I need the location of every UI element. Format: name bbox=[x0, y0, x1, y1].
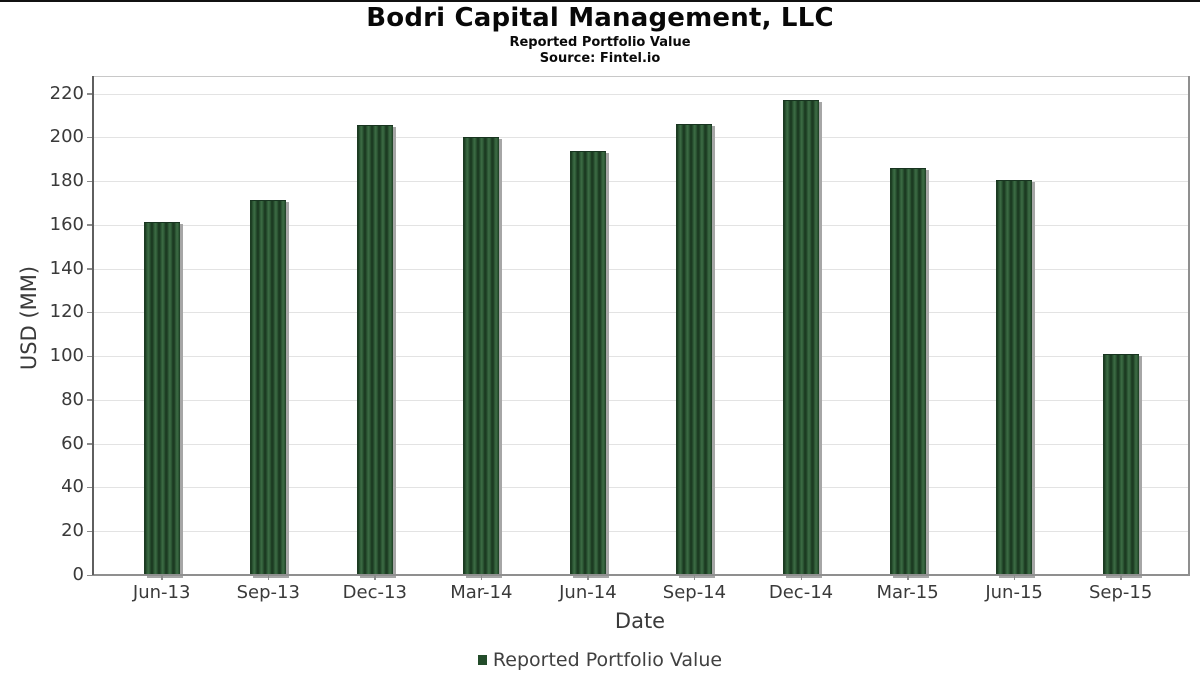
x-tickmark bbox=[161, 575, 163, 580]
bar-dec-14 bbox=[783, 99, 819, 576]
x-axis-label: Date bbox=[614, 609, 666, 633]
top-border-line bbox=[0, 0, 1200, 2]
bar-jun-14 bbox=[569, 150, 606, 576]
bar-sep-15 bbox=[1102, 354, 1139, 576]
x-tick-label: Jun-13 bbox=[132, 582, 191, 603]
y-tick-label: 60 bbox=[61, 432, 84, 454]
y-gridline bbox=[92, 93, 1189, 95]
y-tick-label: 180 bbox=[49, 170, 84, 192]
y-tick-label: 80 bbox=[61, 388, 84, 410]
x-tick-label: Jun-14 bbox=[559, 582, 617, 603]
y-tickmark bbox=[87, 399, 92, 401]
x-tick-label: Mar-15 bbox=[876, 582, 939, 603]
legend-marker-icon bbox=[477, 655, 487, 665]
x-tick-label: Jun-15 bbox=[985, 582, 1043, 603]
x-tickmark bbox=[693, 575, 696, 580]
y-gridline bbox=[92, 268, 1189, 270]
y-tickmark bbox=[87, 486, 92, 489]
chart-source: Source: Fintel.io bbox=[539, 51, 661, 66]
y-gridline bbox=[92, 137, 1189, 139]
bar-sep-14 bbox=[676, 123, 713, 576]
plot-spine-left bbox=[92, 76, 94, 575]
x-tickmark bbox=[907, 575, 909, 580]
x-tick-label: Mar-14 bbox=[450, 582, 513, 603]
bar-sep-13 bbox=[250, 199, 287, 576]
x-tickmark bbox=[1120, 575, 1122, 580]
y-tick-label: 40 bbox=[61, 476, 84, 498]
y-tick-label: 100 bbox=[49, 345, 84, 367]
y-tick-label: 220 bbox=[49, 82, 84, 104]
y-tickmark bbox=[87, 311, 92, 314]
y-tick-label: 160 bbox=[49, 213, 84, 235]
bar-dec-13 bbox=[356, 124, 393, 576]
x-tick-label: Sep-14 bbox=[662, 582, 727, 603]
bar-jun-15 bbox=[996, 180, 1033, 576]
y-gridline bbox=[92, 356, 1189, 358]
bar-jun-13 bbox=[143, 221, 180, 576]
y-gridline bbox=[92, 224, 1189, 226]
y-tickmark bbox=[87, 93, 92, 95]
x-tick-label: Sep-15 bbox=[1088, 582, 1153, 603]
legend-label: Reported Portfolio Value bbox=[492, 649, 723, 671]
legend: Reported Portfolio Value bbox=[0, 649, 1200, 671]
bar-mar-15 bbox=[889, 168, 926, 576]
x-tick-label: Dec-13 bbox=[342, 582, 407, 603]
x-tickmark bbox=[1013, 575, 1016, 580]
y-gridline bbox=[92, 181, 1189, 183]
y-tick-label: 200 bbox=[49, 126, 84, 148]
y-tick-label: 140 bbox=[49, 257, 84, 279]
x-tick-label: Sep-13 bbox=[236, 582, 300, 603]
y-tickmark bbox=[87, 530, 92, 533]
plot-spine-top bbox=[92, 76, 1189, 77]
chart-subtitle: Reported Portfolio Value bbox=[509, 35, 691, 50]
y-gridline bbox=[92, 443, 1189, 445]
y-tick-label: 20 bbox=[61, 520, 84, 542]
y-tickmark bbox=[87, 268, 92, 270]
x-tickmark bbox=[480, 575, 483, 580]
plot-spine-right bbox=[1188, 76, 1190, 575]
y-gridline bbox=[92, 487, 1189, 489]
y-gridline bbox=[92, 531, 1189, 533]
y-gridline bbox=[92, 312, 1189, 314]
x-tick-label: Dec-14 bbox=[768, 582, 834, 603]
plot-spine-bottom bbox=[92, 574, 1190, 576]
y-tickmark bbox=[87, 355, 92, 358]
x-tickmark bbox=[587, 575, 589, 580]
x-tickmark bbox=[800, 575, 802, 580]
y-tickmark bbox=[87, 224, 92, 226]
y-tick-label: 120 bbox=[49, 301, 84, 323]
x-tickmark bbox=[374, 575, 376, 580]
y-tickmark bbox=[87, 180, 92, 183]
y-tickmark bbox=[87, 136, 92, 139]
y-tickmark bbox=[87, 443, 92, 445]
y-tickmark bbox=[87, 574, 92, 576]
x-tickmark bbox=[267, 575, 270, 580]
bar-mar-14 bbox=[463, 137, 500, 576]
y-tick-label: 0 bbox=[72, 564, 84, 585]
y-gridline bbox=[92, 399, 1189, 401]
chart-title: Bodri Capital Management, LLC bbox=[366, 3, 834, 33]
y-axis-label: USD (MM) bbox=[17, 265, 41, 371]
